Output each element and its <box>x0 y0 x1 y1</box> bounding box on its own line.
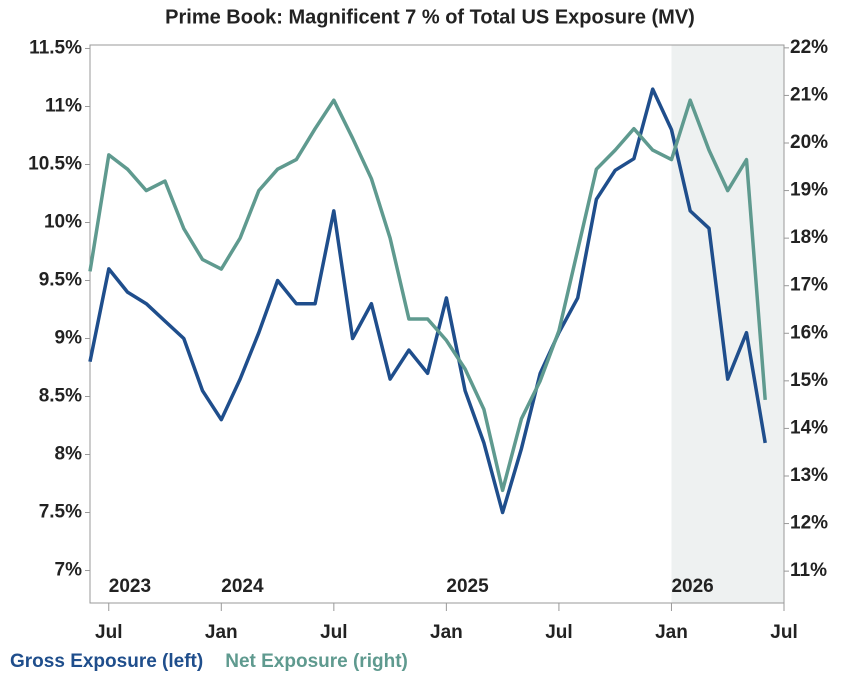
y-tick-label: 7.5% <box>39 502 82 523</box>
year-label: 2023 <box>109 576 151 597</box>
x-tick-label: Jul <box>95 622 122 643</box>
y2-tick-label: 13% <box>790 465 828 486</box>
x-tick-label: Jan <box>655 622 688 643</box>
y2-tick-label: 14% <box>790 417 828 438</box>
y2-tick-label: 22% <box>790 37 828 58</box>
chart-title: Prime Book: Magnificent 7 % of Total US … <box>165 6 695 28</box>
x-tick-label: Jan <box>205 622 238 643</box>
x-tick-label: Jul <box>770 622 797 643</box>
x-tick-label: Jan <box>430 622 463 643</box>
y2-tick-label: 20% <box>790 132 828 153</box>
y2-tick-label: 11% <box>790 560 827 581</box>
x-tick-label: Jul <box>320 622 347 643</box>
y-tick-label: 7% <box>55 560 83 581</box>
y2-tick-label: 15% <box>790 370 828 391</box>
y-tick-label: 10.5% <box>28 154 82 175</box>
y-tick-label: 11% <box>45 96 82 117</box>
y2-tick-label: 19% <box>790 180 828 201</box>
y-tick-label: 9% <box>55 328 83 349</box>
y-tick-label: 11.5% <box>29 37 82 58</box>
y2-tick-label: 12% <box>790 513 828 534</box>
year-label: 2024 <box>221 576 264 597</box>
year-label: 2026 <box>671 576 713 597</box>
legend-entry: Net Exposure (right) <box>225 651 408 672</box>
plot-frame <box>89 44 785 604</box>
y2-tick-label: 18% <box>790 227 828 248</box>
series-line <box>88 98 767 493</box>
y-tick-label: 9.5% <box>39 270 82 291</box>
series-line <box>88 87 767 515</box>
y2-tick-label: 21% <box>790 84 828 105</box>
shaded-region <box>671 45 784 603</box>
y-tick-label: 8.5% <box>39 386 82 407</box>
year-label: 2025 <box>446 576 489 597</box>
legend-entry: Gross Exposure (left) <box>10 651 203 672</box>
x-tick-label: Jul <box>545 622 572 643</box>
y-tick-label: 8% <box>55 444 83 465</box>
legend: Gross Exposure (left) Net Exposure (right… <box>10 651 408 672</box>
y-tick-label: 10% <box>44 212 82 233</box>
y2-tick-label: 16% <box>790 322 828 343</box>
y2-tick-label: 17% <box>790 275 828 296</box>
